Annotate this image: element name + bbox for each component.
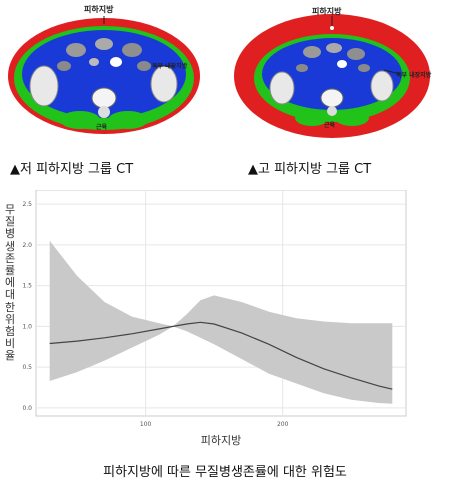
y-tick-label: 2.5 [22, 201, 32, 208]
ct-label-muscle: 근육 [96, 124, 108, 131]
y-tick-label: 2.0 [22, 242, 32, 249]
x-tick-label: 200 [277, 421, 289, 428]
chart-svg: 0.0 0.5 1.0 1.5 2.0 2.5 100 200 피하지방 [22, 189, 407, 447]
hazard-ratio-line [49, 321, 393, 390]
y-tick-label: 1.5 [22, 283, 32, 290]
ct-label-subcutaneous-fat: 피하지방 [312, 7, 342, 16]
ct-label-subcutaneous-fat: 피하지방 [84, 5, 114, 14]
x-tick-label: 100 [140, 421, 152, 428]
x-axis-label: 피하지방 [201, 433, 241, 447]
hazard-ratio-chart: 0.0 0.5 1.0 1.5 2.0 2.5 100 200 피하지방 무질병생존률에 대한… [0, 189, 450, 450]
ct-caption-low-fat: ▲저 피하지방 그룹 CT [10, 162, 134, 177]
y-tick-label: 0.0 [22, 405, 32, 412]
figure-caption: 피하지방에 따른 무질병생존률에 대한 위험도 [103, 465, 347, 480]
y-axis-label: 무질병생존률에 대한 위험 비율 [4, 203, 16, 363]
ct-label-visceral-fat: 복부 내장지방 [152, 63, 188, 70]
y-tick-label: 1.0 [22, 323, 32, 330]
y-tick-label: 0.5 [22, 364, 32, 371]
ct-image-high-fat: 피하지방 복부 내장지방 근육 [232, 4, 432, 146]
ct-caption-high-fat: ▲고 피하지방 그룹 CT [248, 162, 372, 177]
ct-label-muscle: 근육 [324, 122, 336, 129]
ct-label-visceral-fat: 복부 내장지방 [396, 72, 432, 79]
ct-image-low-fat: 피하지방 복부 내장지방 근육 [4, 4, 204, 146]
confidence-band [49, 240, 393, 404]
